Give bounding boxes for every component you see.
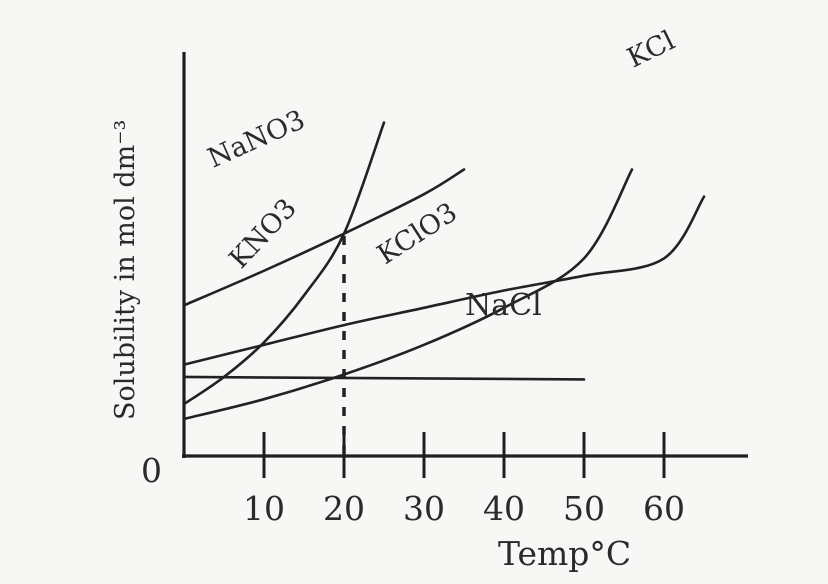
series-label-nano3: NaNO3: [203, 104, 309, 174]
curve-nacl: [182, 375, 586, 381]
x-tick-label: 10: [243, 489, 285, 528]
x-axis-label: Temp°C: [498, 534, 631, 573]
curve-kclo3: [182, 168, 634, 421]
series-label-kclo3: KClO3: [372, 197, 463, 271]
origin-label: 0: [141, 451, 162, 490]
series-curves: [182, 121, 706, 421]
series-label-kcl: KCl: [622, 25, 679, 74]
x-tick-label: 20: [323, 489, 365, 528]
y-axis-label: Solubility in mol dm⁻³: [110, 120, 141, 420]
curve-kcl: [182, 195, 706, 366]
axes: [182, 52, 748, 458]
x-tick-label: 50: [563, 489, 605, 528]
x-tick-label: 60: [643, 489, 685, 528]
series-label-kno3: KNO3: [223, 193, 302, 275]
x-ticks: 10 20 30 40 50 60: [243, 432, 685, 528]
x-tick-label: 40: [483, 489, 525, 528]
series-label-nacl: NaCl: [465, 288, 542, 323]
x-tick-label: 30: [403, 489, 445, 528]
